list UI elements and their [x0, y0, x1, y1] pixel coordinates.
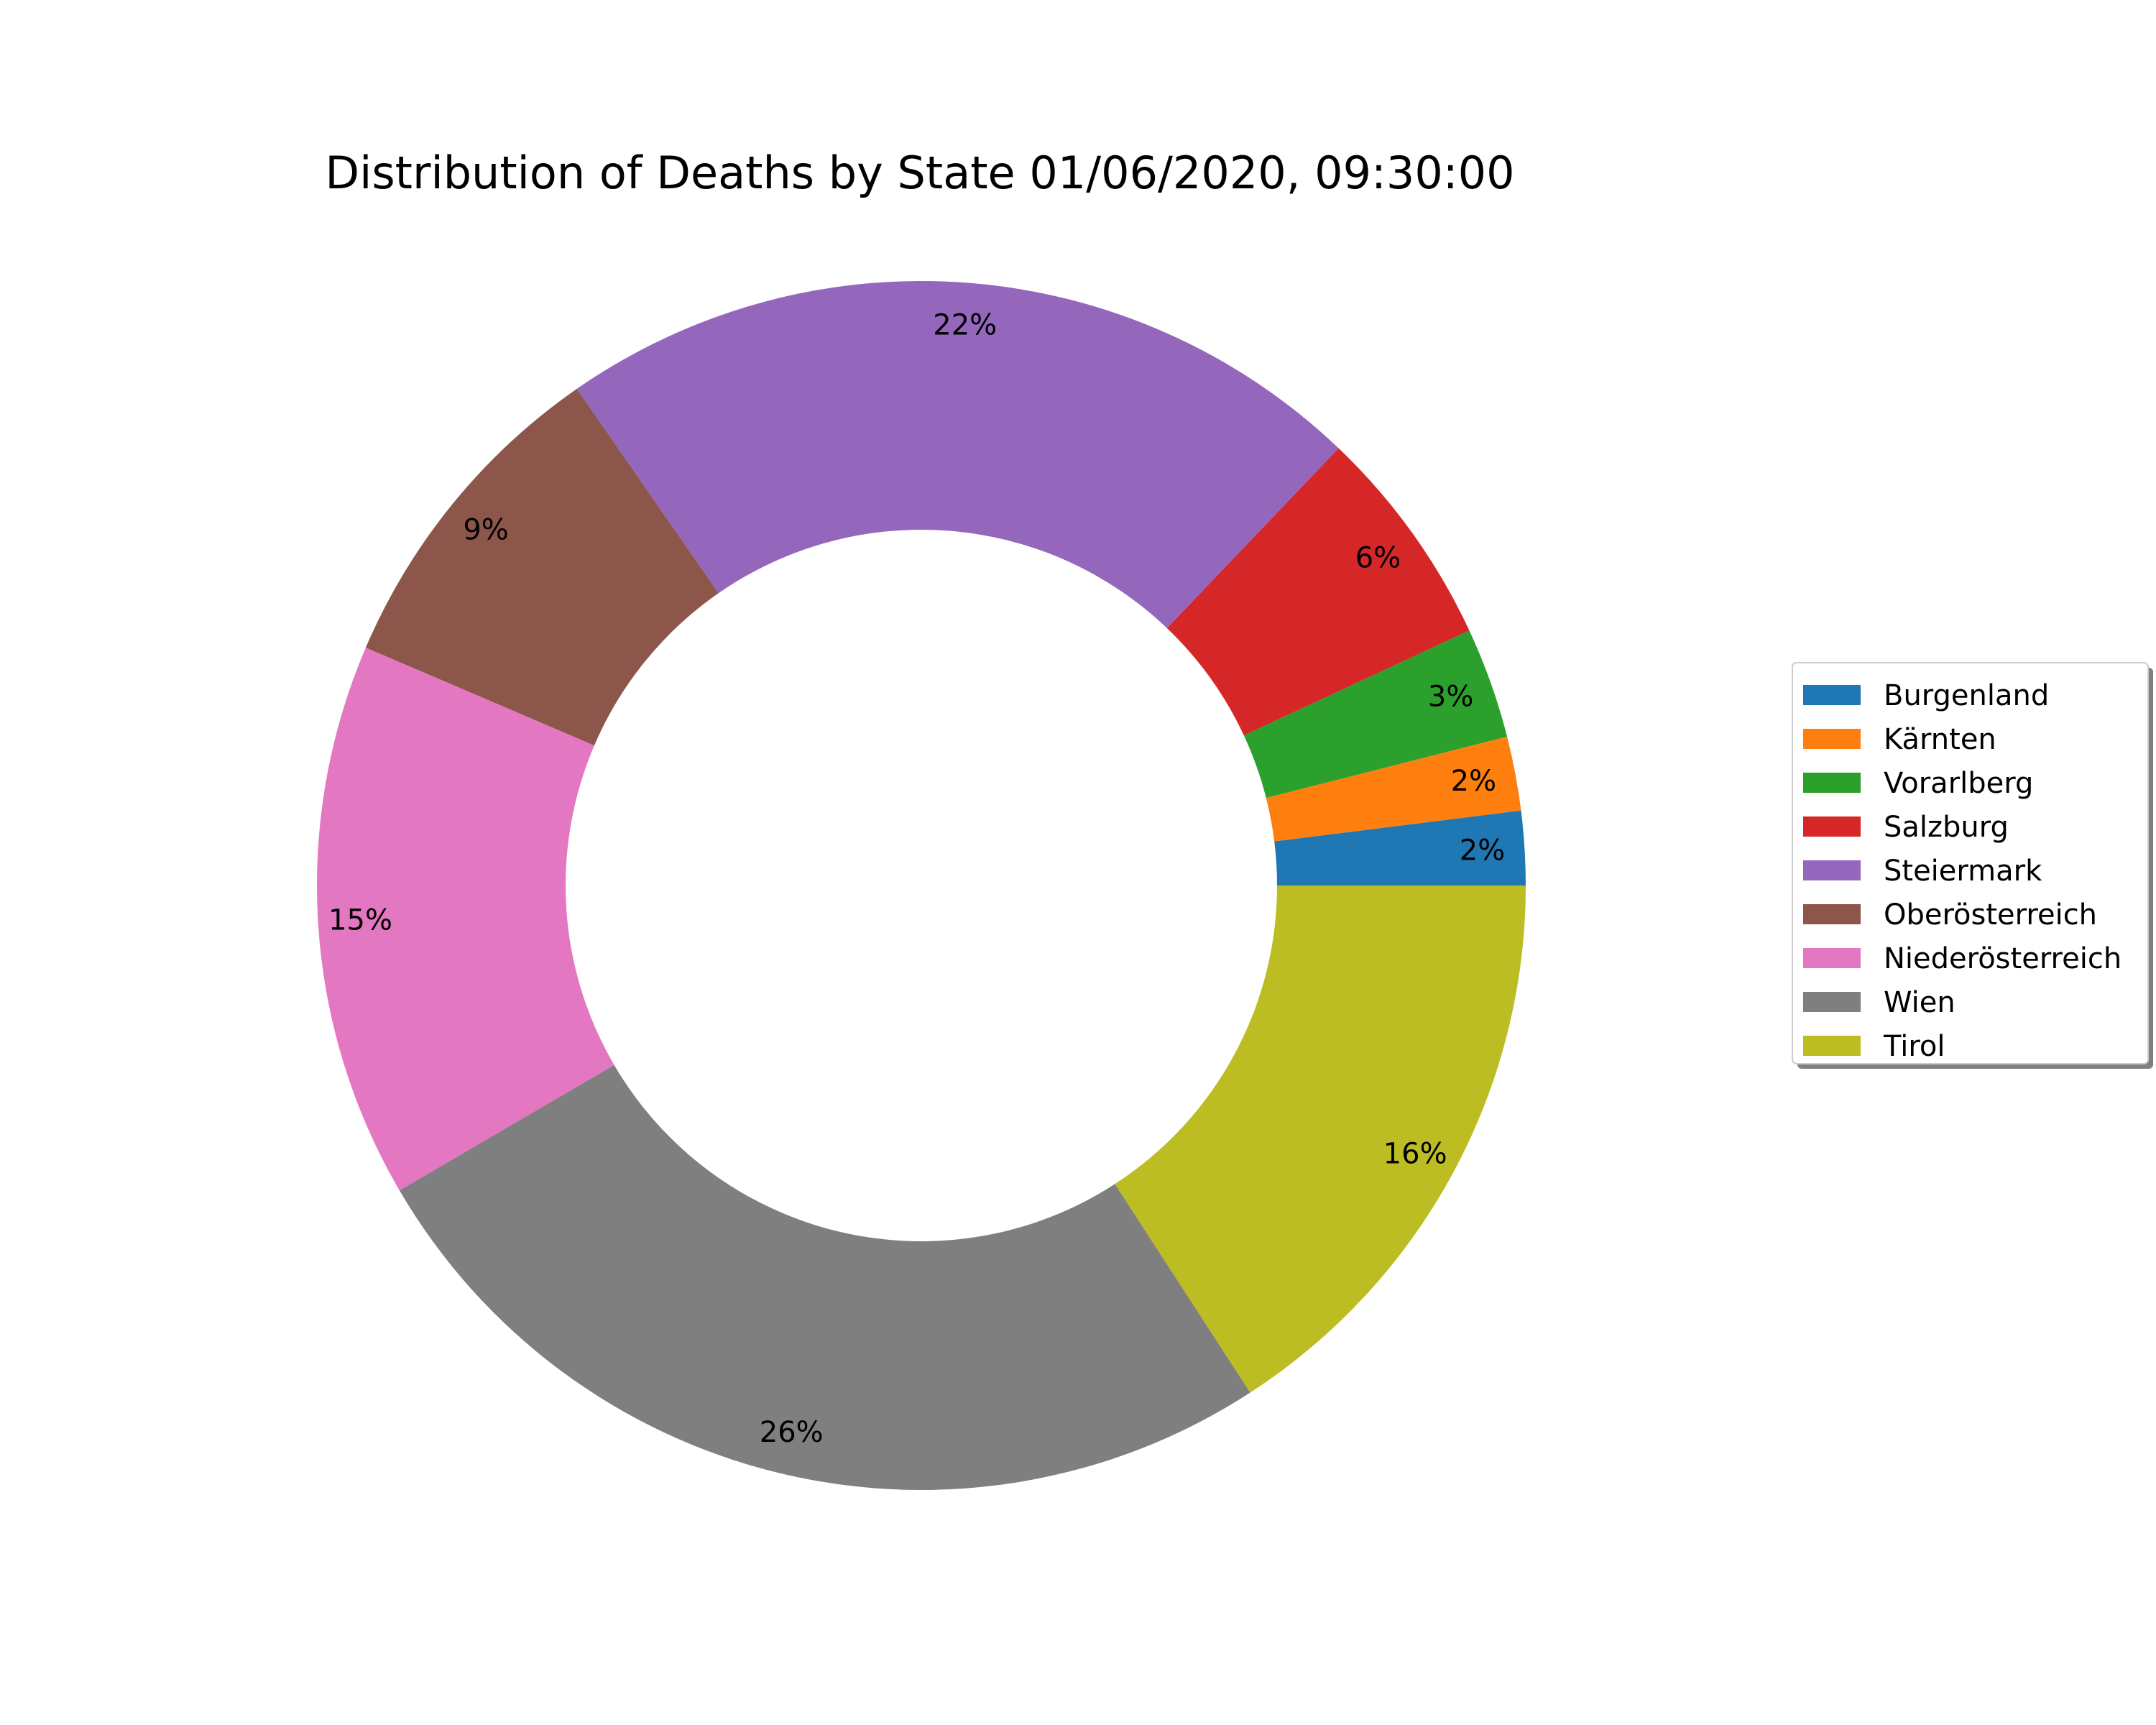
- slice-burgenland: [1274, 810, 1526, 886]
- legend-label-salzburg: Salzburg: [1884, 811, 2009, 844]
- legend-swatch-niederoesterreich: [1803, 948, 1861, 968]
- legend-label-niederoesterreich: Niederösterreich: [1884, 942, 2122, 975]
- legend-swatch-oberoesterreich: [1803, 904, 1861, 924]
- slice-oberoesterreich: [365, 389, 719, 746]
- legend-swatch-wien: [1803, 992, 1861, 1012]
- slice-vorarlberg: [1243, 630, 1508, 799]
- legend-swatch-burgenland: [1803, 685, 1861, 705]
- legend-label-wien: Wien: [1884, 986, 1955, 1019]
- legend-swatch-salzburg: [1803, 816, 1861, 837]
- slice-label-oberoesterreich: 9%: [463, 514, 508, 547]
- legend-swatch-vorarlberg: [1803, 773, 1861, 793]
- legend-label-tirol: Tirol: [1883, 1030, 1945, 1063]
- slice-labels: 2% 2% 3% 6% 22% 9% 15% 26% 16%: [328, 308, 1505, 1448]
- legend-swatch-kaernten: [1803, 729, 1861, 749]
- legend-swatch-tirol: [1803, 1036, 1861, 1056]
- pie-slices: [316, 281, 1526, 1490]
- slice-niederoesterreich: [316, 648, 614, 1191]
- slice-label-vorarlberg: 3%: [1428, 681, 1473, 714]
- slice-label-kaernten: 2%: [1451, 765, 1496, 798]
- slice-wien: [399, 1064, 1250, 1490]
- legend-label-vorarlberg: Vorarlberg: [1884, 767, 2033, 800]
- legend-label-burgenland: Burgenland: [1884, 679, 2049, 712]
- slice-label-salzburg: 6%: [1355, 541, 1401, 574]
- legend: Burgenland Kärnten Vorarlberg Salzburg Steie…: [1792, 662, 2153, 1069]
- slice-kaernten: [1266, 736, 1521, 842]
- legend-label-kaernten: Kärnten: [1884, 723, 1996, 756]
- slice-steiermark: [576, 281, 1339, 628]
- slice-label-tirol: 16%: [1383, 1137, 1447, 1170]
- slice-label-niederoesterreich: 15%: [328, 904, 392, 937]
- legend-swatch-steiermark: [1803, 860, 1861, 880]
- legend-box: [1792, 662, 2149, 1064]
- slice-label-wien: 26%: [760, 1416, 824, 1449]
- slice-label-burgenland: 2%: [1460, 834, 1505, 867]
- slice-tirol: [1115, 886, 1526, 1393]
- legend-label-oberoesterreich: Oberösterreich: [1884, 898, 2097, 932]
- legend-label-steiermark: Steiermark: [1884, 855, 2042, 888]
- slice-label-steiermark: 22%: [933, 308, 997, 341]
- slice-salzburg: [1166, 448, 1470, 736]
- chart-title: Distribution of Deaths by State 01/06/20…: [325, 147, 1514, 199]
